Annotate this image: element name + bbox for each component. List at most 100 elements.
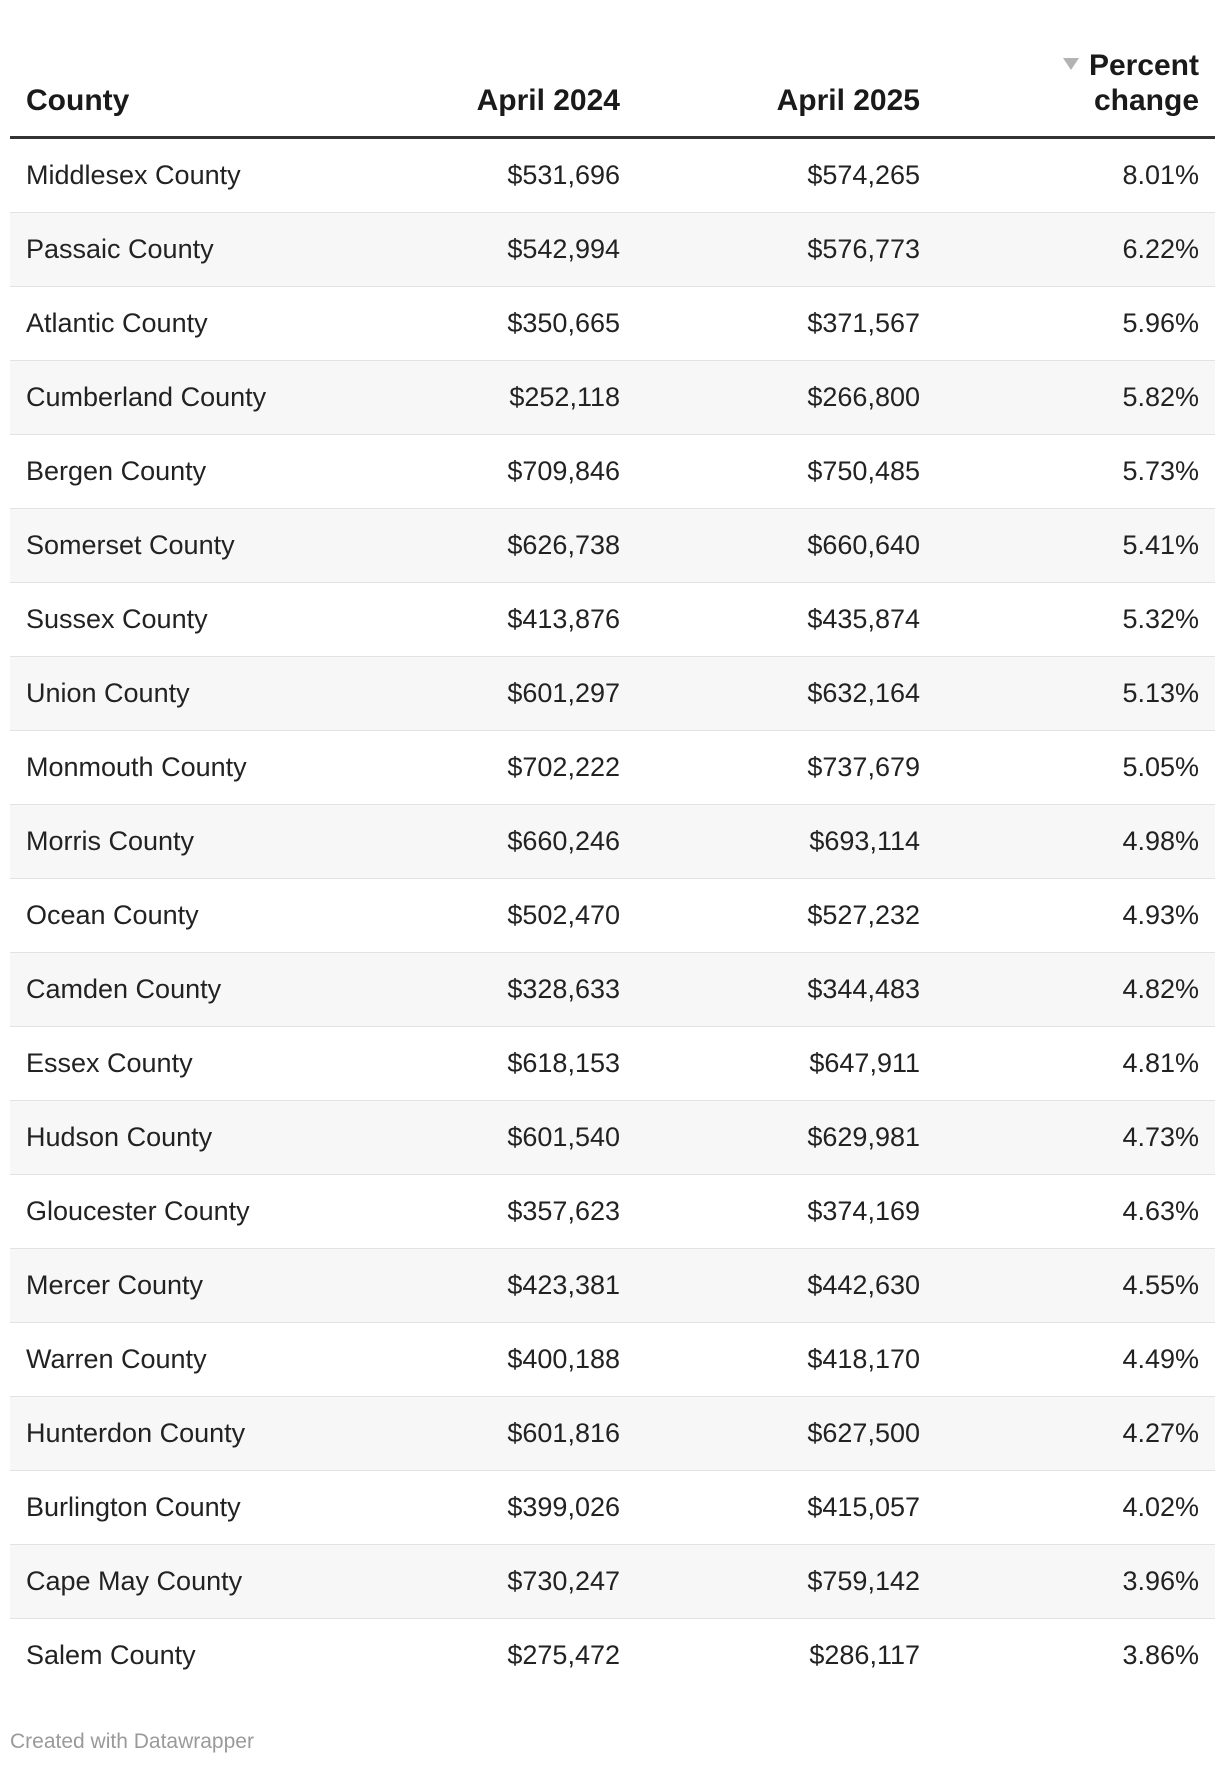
cell-april-2024: $601,816 <box>379 1396 636 1471</box>
cell-percent-change: 4.98% <box>936 804 1215 879</box>
cell-april-2024: $399,026 <box>379 1470 636 1545</box>
cell-april-2025: $632,164 <box>636 656 936 731</box>
cell-april-2024: $531,696 <box>379 137 636 213</box>
table-row: Sussex County $413,876 $435,874 5.32% <box>10 582 1215 657</box>
table-body: Middlesex County $531,696 $574,265 8.01% Pas… <box>10 137 1215 1692</box>
cell-percent-change: 3.86% <box>936 1618 1215 1692</box>
cell-percent-change: 5.96% <box>936 286 1215 361</box>
table-row: Burlington County $399,026 $415,057 4.02% <box>10 1470 1215 1545</box>
cell-april-2025: $266,800 <box>636 360 936 435</box>
cell-percent-change: 3.96% <box>936 1544 1215 1619</box>
cell-april-2025: $418,170 <box>636 1322 936 1397</box>
table-row: Gloucester County $357,623 $374,169 4.63% <box>10 1174 1215 1249</box>
column-header-april-2024-label: April 2024 <box>476 83 620 117</box>
cell-percent-change: 4.63% <box>936 1174 1215 1249</box>
cell-county: Salem County <box>10 1618 379 1692</box>
table-row: Somerset County $626,738 $660,640 5.41% <box>10 508 1215 583</box>
cell-percent-change: 4.27% <box>936 1396 1215 1471</box>
table-row: Mercer County $423,381 $442,630 4.55% <box>10 1248 1215 1323</box>
cell-county: Essex County <box>10 1026 379 1101</box>
cell-april-2025: $759,142 <box>636 1544 936 1619</box>
cell-percent-change: 6.22% <box>936 212 1215 287</box>
table-row: Morris County $660,246 $693,114 4.98% <box>10 804 1215 879</box>
cell-april-2025: $693,114 <box>636 804 936 879</box>
cell-percent-change: 4.73% <box>936 1100 1215 1175</box>
cell-april-2024: $709,846 <box>379 434 636 509</box>
cell-april-2024: $601,540 <box>379 1100 636 1175</box>
county-home-value-table: County April 2024 April 2025 Percent cha… <box>10 38 1215 1692</box>
cell-april-2025: $576,773 <box>636 212 936 287</box>
cell-percent-change: 4.55% <box>936 1248 1215 1323</box>
cell-april-2025: $647,911 <box>636 1026 936 1101</box>
cell-april-2025: $627,500 <box>636 1396 936 1471</box>
cell-april-2025: $750,485 <box>636 434 936 509</box>
table-row: Warren County $400,188 $418,170 4.49% <box>10 1322 1215 1397</box>
header-row: County April 2024 April 2025 Percent cha… <box>10 38 1215 139</box>
cell-april-2025: $344,483 <box>636 952 936 1027</box>
cell-county: Cape May County <box>10 1544 379 1619</box>
cell-county: Mercer County <box>10 1248 379 1323</box>
cell-county: Union County <box>10 656 379 731</box>
table-row: Camden County $328,633 $344,483 4.82% <box>10 952 1215 1027</box>
cell-county: Cumberland County <box>10 360 379 435</box>
cell-percent-change: 4.93% <box>936 878 1215 953</box>
cell-april-2024: $275,472 <box>379 1618 636 1692</box>
percent-change-header-line1: Percent <box>1088 48 1199 82</box>
cell-percent-change: 5.41% <box>936 508 1215 583</box>
cell-april-2024: $350,665 <box>379 286 636 361</box>
cell-county: Atlantic County <box>10 286 379 361</box>
table-row: Hudson County $601,540 $629,981 4.73% <box>10 1100 1215 1175</box>
cell-april-2024: $413,876 <box>379 582 636 657</box>
cell-april-2025: $737,679 <box>636 730 936 805</box>
percent-change-header-text: Percent change <box>1062 48 1199 118</box>
cell-county: Warren County <box>10 1322 379 1397</box>
cell-county: Monmouth County <box>10 730 379 805</box>
table-row: Atlantic County $350,665 $371,567 5.96% <box>10 286 1215 361</box>
cell-percent-change: 5.73% <box>936 434 1215 509</box>
cell-april-2025: $371,567 <box>636 286 936 361</box>
column-header-april-2024[interactable]: April 2024 <box>379 38 636 139</box>
column-header-county[interactable]: County <box>10 38 379 139</box>
column-header-april-2025[interactable]: April 2025 <box>636 38 936 139</box>
cell-april-2024: $618,153 <box>379 1026 636 1101</box>
cell-county: Camden County <box>10 952 379 1027</box>
cell-percent-change: 5.13% <box>936 656 1215 731</box>
cell-percent-change: 5.05% <box>936 730 1215 805</box>
cell-april-2024: $730,247 <box>379 1544 636 1619</box>
cell-percent-change: 5.32% <box>936 582 1215 657</box>
table-row: Hunterdon County $601,816 $627,500 4.27% <box>10 1396 1215 1471</box>
cell-county: Sussex County <box>10 582 379 657</box>
cell-april-2024: $252,118 <box>379 360 636 435</box>
cell-county: Passaic County <box>10 212 379 287</box>
table-row: Middlesex County $531,696 $574,265 8.01% <box>10 137 1215 213</box>
table-row: Salem County $275,472 $286,117 3.86% <box>10 1618 1215 1692</box>
cell-april-2024: $400,188 <box>379 1322 636 1397</box>
cell-county: Middlesex County <box>10 137 379 213</box>
cell-county: Hudson County <box>10 1100 379 1175</box>
sort-descending-icon <box>1062 57 1079 70</box>
table-row: Union County $601,297 $632,164 5.13% <box>10 656 1215 731</box>
column-header-county-label: County <box>26 83 130 117</box>
cell-april-2024: $328,633 <box>379 952 636 1027</box>
table-row: Ocean County $502,470 $527,232 4.93% <box>10 878 1215 953</box>
cell-percent-change: 5.82% <box>936 360 1215 435</box>
table-row: Monmouth County $702,222 $737,679 5.05% <box>10 730 1215 805</box>
table-row: Essex County $618,153 $647,911 4.81% <box>10 1026 1215 1101</box>
cell-april-2024: $601,297 <box>379 656 636 731</box>
cell-county: Somerset County <box>10 508 379 583</box>
cell-april-2024: $702,222 <box>379 730 636 805</box>
cell-county: Burlington County <box>10 1470 379 1545</box>
table-header: County April 2024 April 2025 Percent cha… <box>10 38 1215 139</box>
cell-percent-change: 4.02% <box>936 1470 1215 1545</box>
cell-county: Morris County <box>10 804 379 879</box>
table-row: Passaic County $542,994 $576,773 6.22% <box>10 212 1215 287</box>
cell-april-2025: $574,265 <box>636 137 936 213</box>
cell-april-2025: $415,057 <box>636 1470 936 1545</box>
cell-april-2025: $286,117 <box>636 1618 936 1692</box>
cell-april-2025: $629,981 <box>636 1100 936 1175</box>
cell-percent-change: 4.49% <box>936 1322 1215 1397</box>
column-header-percent-change[interactable]: Percent change <box>936 38 1215 139</box>
cell-april-2025: $527,232 <box>636 878 936 953</box>
cell-april-2024: $502,470 <box>379 878 636 953</box>
